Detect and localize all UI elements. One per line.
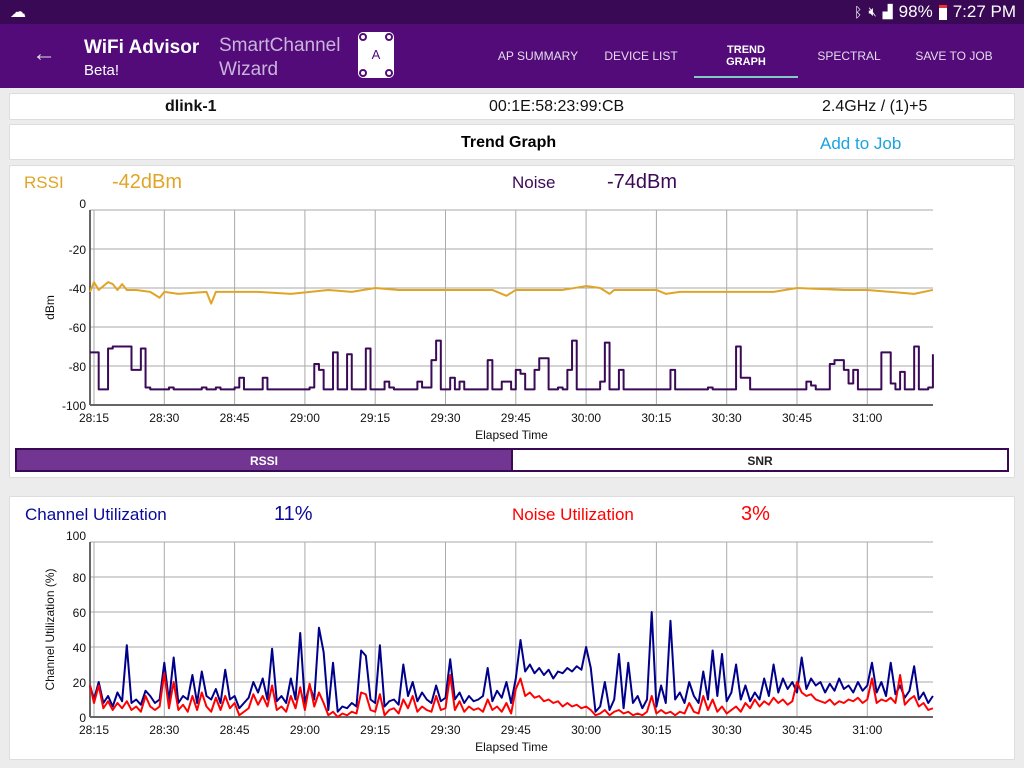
y-tick-label: 0: [79, 711, 86, 725]
x-tick-label: 30:15: [641, 411, 671, 425]
tab-save-to-job[interactable]: SAVE TO JOB: [915, 49, 993, 63]
rssi-value: -42dBm: [112, 171, 183, 193]
utilization-chart: 100 80 60 40 20 028:15 28:30 28:45 29:00 29:15 29:…: [43, 529, 934, 754]
series-line-rssi: [89, 281, 934, 305]
x-tick-label: 28:45: [220, 723, 250, 737]
channel-utilization-label: Channel Utilization: [25, 505, 167, 524]
battery-percent: 98%: [898, 2, 933, 21]
x-axis-title: Elapsed Time: [475, 428, 548, 442]
status-bar: ☁ ᛒ 🔇︎ ▟ 98% 7:27 PM: [0, 0, 1024, 24]
y-tick-label: -60: [69, 321, 87, 335]
y-axis-title: dBm: [43, 295, 57, 320]
x-axis-title: Elapsed Time: [475, 740, 548, 754]
noise-utilization-label: Noise Utilization: [512, 505, 634, 524]
x-tick-label: 29:00: [290, 411, 320, 425]
y-tick-label: -100: [62, 399, 86, 413]
series-line-channel-utilization: [89, 611, 934, 713]
x-tick-label: 29:15: [360, 411, 390, 425]
x-tick-label: 28:45: [220, 411, 250, 425]
x-tick-label: 30:45: [782, 411, 812, 425]
y-tick-label: 80: [73, 571, 87, 585]
tab-trend-graph[interactable]: TREND GRAPH: [694, 24, 798, 88]
y-tick-label: -20: [69, 243, 87, 257]
x-tick-label: 30:00: [571, 411, 601, 425]
trend-title: Trend Graph: [461, 134, 557, 151]
smartchannel-wizard-button[interactable]: SmartChannel Wizard: [219, 34, 340, 82]
x-tick-label: 31:00: [852, 723, 882, 737]
y-tick-label: -40: [69, 282, 87, 296]
clock: 7:27 PM: [952, 2, 1016, 21]
x-tick-label: 28:15: [79, 411, 109, 425]
rssi-label: RSSI: [24, 173, 64, 192]
signal-icon: ▟: [882, 4, 893, 19]
tab-ap-summary[interactable]: AP SUMMARY: [497, 49, 579, 63]
x-tick-label: 29:45: [501, 411, 531, 425]
snr-toggle-button[interactable]: SNR: [511, 448, 1009, 472]
ap-bssid: 00:1E:58:23:99:CB: [489, 98, 625, 115]
x-tick-label: 31:00: [852, 411, 882, 425]
y-tick-label: 40: [73, 641, 87, 655]
x-tick-label: 29:45: [501, 723, 531, 737]
app-subtitle: Beta!: [84, 62, 120, 79]
ap-band-channel: 2.4GHz / (1)+5: [822, 98, 928, 115]
series-line-noise-utilization: [89, 672, 934, 718]
x-tick-label: 29:15: [360, 723, 390, 737]
y-tick-label: -80: [69, 360, 87, 374]
ap-name: dlink-1: [165, 98, 217, 115]
tab-spectral[interactable]: SPECTRAL: [817, 49, 881, 63]
bluetooth-icon: ᛒ: [854, 4, 863, 20]
x-tick-label: 28:30: [149, 411, 179, 425]
y-tick-label: 0: [79, 197, 86, 211]
trend-header: Trend Graph Add to Job: [9, 124, 1015, 160]
x-tick-label: 28:30: [149, 723, 179, 737]
noise-label: Noise: [512, 173, 556, 192]
y-tick-label: 100: [66, 529, 86, 543]
x-tick-label: 30:15: [641, 723, 671, 737]
y-axis-title: Channel Utilization (%): [43, 568, 57, 690]
wizard-label-line2: Wizard: [219, 59, 279, 80]
battery-icon: [938, 4, 947, 20]
wizard-icon-letter: A: [371, 47, 381, 62]
signal-card: [9, 165, 1015, 478]
y-tick-label: 60: [73, 606, 87, 620]
app-title: WiFi Advisor: [84, 37, 200, 58]
noise-utilization-value: 3%: [741, 503, 770, 525]
x-tick-label: 29:30: [430, 723, 460, 737]
app-bar: ← WiFi Advisor Beta! SmartChannel Wizard…: [0, 24, 1024, 88]
rssi-toggle-button[interactable]: RSSI: [15, 448, 513, 472]
add-to-job-link[interactable]: Add to Job: [820, 134, 902, 153]
channel-utilization-value: 11%: [274, 503, 313, 525]
y-tick-label: 20: [73, 676, 87, 690]
tab-device-list[interactable]: DEVICE LIST: [604, 49, 678, 63]
cloud-icon: ☁: [10, 4, 26, 21]
x-tick-label: 30:00: [571, 723, 601, 737]
noise-value: -74dBm: [607, 171, 678, 193]
x-tick-label: 28:15: [79, 723, 109, 737]
back-arrow-icon[interactable]: ←: [32, 40, 56, 67]
x-tick-label: 30:45: [782, 723, 812, 737]
series-line-noise: [90, 339, 934, 391]
x-tick-label: 30:30: [712, 723, 742, 737]
ap-info-bar: dlink-1 00:1E:58:23:99:CB 2.4GHz / (1)+5: [9, 93, 1015, 120]
x-tick-label: 29:30: [430, 411, 460, 425]
x-tick-label: 30:30: [712, 411, 742, 425]
wizard-icon[interactable]: A: [358, 32, 394, 78]
x-tick-label: 29:00: [290, 723, 320, 737]
mute-icon: 🔇︎: [868, 4, 877, 19]
wizard-label-line1: SmartChannel: [219, 35, 341, 56]
